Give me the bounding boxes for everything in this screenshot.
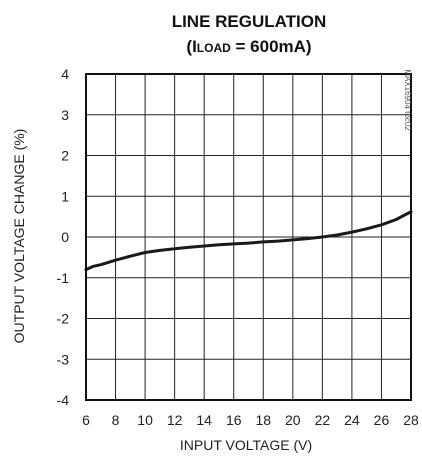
x-tick-label: 20 [285, 412, 301, 428]
y-tick-labels: 4 3 2 1 0 -1 -2 -3 -4 [57, 66, 70, 408]
y-tick-label: 2 [61, 148, 69, 164]
y-tick-label: 0 [61, 229, 69, 245]
x-tick-label: 24 [344, 412, 360, 428]
x-tick-label: 14 [196, 412, 212, 428]
x-tick-label: 28 [403, 412, 419, 428]
x-tick-label: 16 [226, 412, 242, 428]
watermark-text: MAX16904 toc02 [403, 69, 412, 131]
x-tick-label: 22 [315, 412, 331, 428]
y-tick-label: 3 [61, 107, 69, 123]
y-axis-label: OUTPUT VOLTAGE CHANGE (%) [11, 129, 27, 344]
y-tick-label: -3 [57, 351, 70, 367]
chart-title: LINE REGULATION [172, 12, 327, 31]
y-tick-label: 1 [61, 188, 69, 204]
y-tick-label: -2 [57, 311, 70, 327]
x-tick-label: 12 [167, 412, 183, 428]
x-tick-label: 10 [137, 412, 153, 428]
y-tick-label: -4 [57, 392, 70, 408]
x-tick-label: 26 [374, 412, 390, 428]
x-tick-label: 18 [255, 412, 271, 428]
series-line [84, 210, 413, 272]
x-tick-labels: 6 8 10 12 14 16 18 20 22 24 26 28 [82, 412, 419, 428]
x-tick-label: 8 [112, 412, 120, 428]
chart-subtitle: (ILOAD = 600mA) [186, 37, 311, 56]
y-tick-label: -1 [57, 270, 70, 286]
x-axis-label: INPUT VOLTAGE (V) [180, 437, 312, 453]
grid [86, 74, 411, 400]
plot-frame [85, 73, 412, 401]
x-tick-label: 6 [82, 412, 90, 428]
y-tick-label: 4 [61, 66, 69, 82]
